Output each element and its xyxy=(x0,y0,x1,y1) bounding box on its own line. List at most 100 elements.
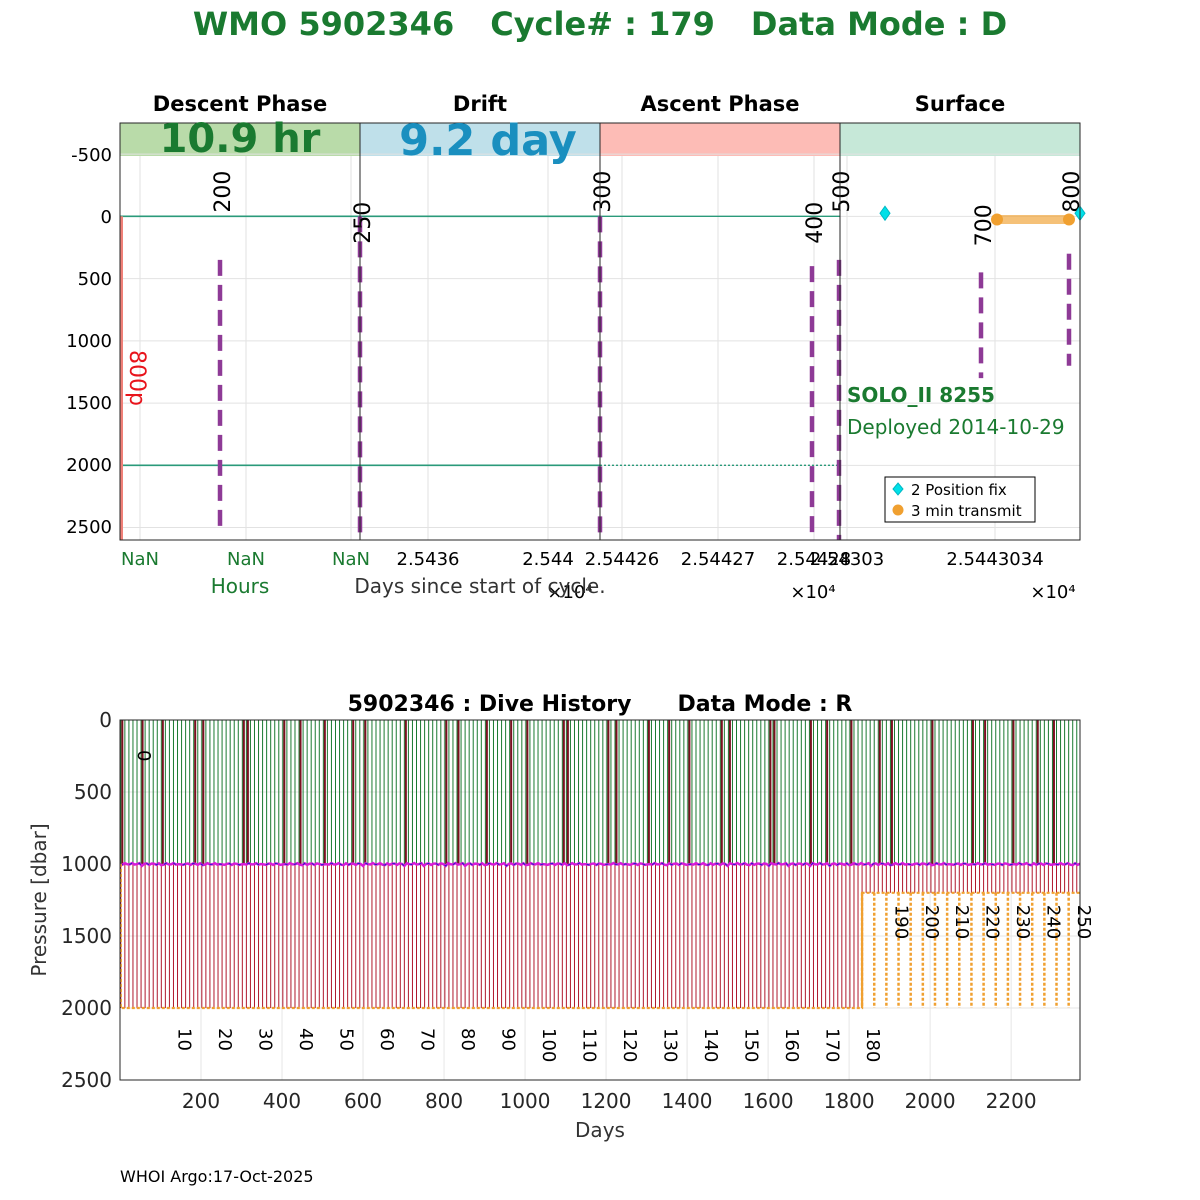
marker-label-200: 200 xyxy=(211,171,236,213)
y-tick-label: 2500 xyxy=(61,1068,112,1092)
x-tick-label: 800 xyxy=(425,1089,463,1113)
title-cycle: Cycle# : 179 xyxy=(490,5,715,43)
bottom-frame xyxy=(119,719,1081,1081)
cycle-label: 20 xyxy=(214,1028,235,1051)
x-tick-label: 1600 xyxy=(743,1089,794,1113)
cycle-label: 50 xyxy=(336,1028,357,1051)
y-tick-1500: 1500 xyxy=(66,393,112,414)
cycle-label: 250 xyxy=(1073,905,1094,939)
phase-band-3 xyxy=(840,123,1080,156)
marker-label-800: 800 xyxy=(1060,171,1085,213)
footer-credit: WHOI Argo:17-Oct-2025 xyxy=(120,1167,314,1186)
y-tick-label: 500 xyxy=(74,780,112,804)
y-tick-label: 1500 xyxy=(61,924,112,948)
y-tick-2000: 2000 xyxy=(66,455,112,476)
descent-bar xyxy=(120,216,123,540)
cycle-label: 170 xyxy=(822,1028,843,1062)
descent-bar-label: 800p xyxy=(124,350,149,406)
x-tick-hours-3: NaN xyxy=(332,549,370,570)
x-label-days: Days since start of cycle. xyxy=(354,574,605,598)
x-exponent-drift: ×10⁴ xyxy=(547,582,592,603)
cycle-label: 160 xyxy=(781,1028,802,1062)
cycle-label: 140 xyxy=(700,1028,721,1062)
cycle-label: 10 xyxy=(174,1028,195,1051)
x-tick-surface-1: 2.54303 xyxy=(810,549,884,570)
y-tick-1000: 1000 xyxy=(66,331,112,352)
transmit-end xyxy=(1063,213,1075,226)
legend-transmit: 3 min transmit xyxy=(911,502,1022,520)
panel-title-surface: Surface xyxy=(915,92,1005,116)
x-tick-label: 1800 xyxy=(824,1089,875,1113)
cycle-labels: 0 10 20 30 40 50 60 70 80 90 100 110 120 130 140 150 160… xyxy=(133,750,1094,1062)
phase-bands xyxy=(120,123,1080,156)
drift-duration: 9.2 day xyxy=(399,116,577,166)
x-axis-label: Days xyxy=(575,1118,625,1142)
legend-position-fix: 2 Position fix xyxy=(911,481,1007,499)
marker-label-700: 700 xyxy=(972,204,997,246)
cycle-label: 120 xyxy=(619,1028,640,1062)
x-tick-hours-1: NaN xyxy=(121,549,159,570)
y-tick-2500: 2500 xyxy=(66,517,112,538)
x-tick-label: 200 xyxy=(182,1089,220,1113)
cycle-label: 30 xyxy=(255,1028,276,1051)
dive-history-title: 5902346 : Dive History Data Mode : R xyxy=(348,692,853,717)
y-tick-label: 2000 xyxy=(61,996,112,1020)
position-fix-0 xyxy=(879,205,891,222)
cycle-label: 130 xyxy=(660,1028,681,1062)
x-tick-ascent-3: 2.54428 xyxy=(777,549,851,570)
x-tick-label: 1400 xyxy=(662,1089,713,1113)
marker-label-250: 250 xyxy=(351,202,376,244)
x-exponent-ascent: ×10⁴ xyxy=(790,582,835,603)
legend-box xyxy=(884,476,1036,523)
x-tick-label: 600 xyxy=(344,1089,382,1113)
cycle-label: 90 xyxy=(498,1028,519,1051)
legend-circle-icon xyxy=(892,504,904,516)
x-tick-surface-2: 2.5443034 xyxy=(946,549,1043,570)
x-tick-label: 2200 xyxy=(986,1089,1037,1113)
cycle-label: 210 xyxy=(951,905,972,939)
cycle-label: 190 xyxy=(890,905,911,939)
y-tick-neg500: -500 xyxy=(71,145,112,166)
y-tick-label: 1000 xyxy=(61,852,112,876)
x-exponent-surface: ×10⁴ xyxy=(1030,582,1075,603)
phase-band-0 xyxy=(120,123,360,156)
cycle-label: 110 xyxy=(579,1028,600,1062)
x-tick-hours-2: NaN xyxy=(227,549,265,570)
cycle-label: 220 xyxy=(982,905,1003,939)
x-label-hours: Hours xyxy=(211,574,270,598)
phase-band-1 xyxy=(360,123,600,156)
y-tick-label: 0 xyxy=(99,708,112,732)
cycle-label: 200 xyxy=(921,905,942,939)
bottom-axes-frame xyxy=(119,719,1081,1081)
panel-title-drift: Drift xyxy=(453,92,507,116)
y-tick-0: 0 xyxy=(101,207,112,228)
x-tick-ascent-1: 2.54426 xyxy=(585,549,659,570)
cycle-label: 240 xyxy=(1042,905,1063,939)
x-tick-label: 1000 xyxy=(500,1089,551,1113)
x-tick-drift-1: 2.5436 xyxy=(397,549,460,570)
cycle-label: 100 xyxy=(538,1028,559,1062)
main-title: WMO 5902346 Cycle# : 179 Data Mode : D xyxy=(193,5,1007,43)
title-data-mode: Data Mode : D xyxy=(751,5,1007,43)
x-tick-ascent-2: 2.54427 xyxy=(681,549,755,570)
marker-label-300: 300 xyxy=(591,171,616,213)
descent-duration: 10.9 hr xyxy=(160,116,321,162)
title-wmo: WMO 5902346 xyxy=(193,5,454,43)
marker-label-400: 400 xyxy=(803,202,828,244)
cycle-label: 180 xyxy=(862,1028,883,1062)
x-tick-label: 1200 xyxy=(581,1089,632,1113)
cycle-label: 230 xyxy=(1012,905,1033,939)
marker-label-500: 500 xyxy=(830,171,855,213)
cycle-label: 0 xyxy=(133,750,154,761)
cycle-label: 150 xyxy=(741,1028,762,1062)
legend-diamond-icon xyxy=(892,482,904,496)
x-tick-label: 2000 xyxy=(905,1089,956,1113)
x-tick-drift-2: 2.544 xyxy=(522,549,574,570)
cycle-label: 40 xyxy=(295,1028,316,1051)
top-frame xyxy=(119,122,1081,541)
cycle-label: 70 xyxy=(417,1028,438,1051)
bottom-tick-labels: 200 400 600 800 1000 1200 1400 1600 1800 2000 2200… xyxy=(61,708,1036,1113)
transmit-start xyxy=(991,213,1003,226)
float-deployed: Deployed 2014-10-29 xyxy=(847,415,1065,439)
